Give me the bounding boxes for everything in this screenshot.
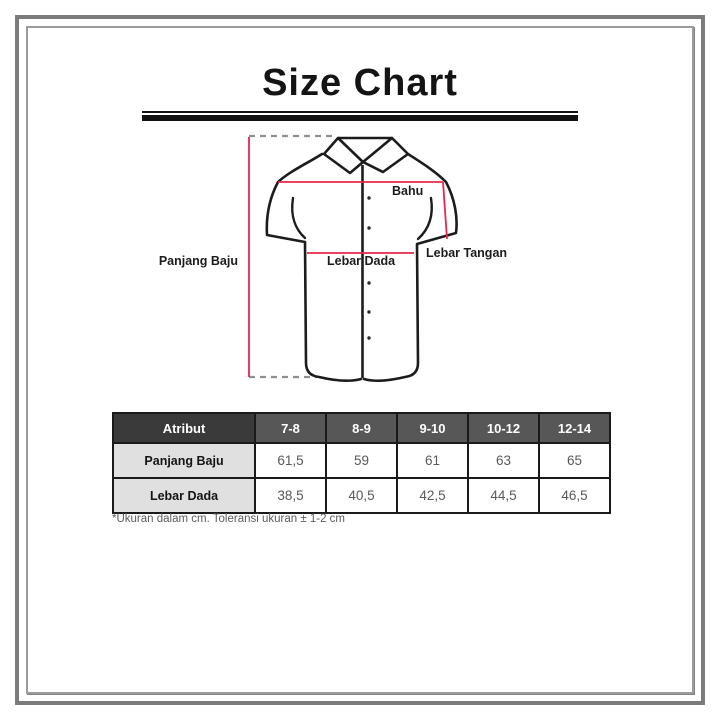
cell-value: 61,5	[254, 442, 327, 479]
label-bahu: Bahu	[392, 184, 424, 198]
inner-frame-border	[26, 26, 694, 694]
outer-frame-border	[15, 15, 705, 705]
label-panjang-baju: Panjang Baju	[158, 254, 238, 268]
cell-value: 61	[396, 442, 469, 479]
cell-value: 63	[467, 442, 540, 479]
shirt-diagram-drawing	[248, 134, 458, 383]
cell-value: 59	[325, 442, 398, 479]
size-table: Atribut 7-8 8-9 9-10 10-12 12-14 Panjang…	[112, 412, 611, 514]
label-lebar-dada: Lebar Dada	[327, 254, 396, 268]
table-row-lebar-dada: Lebar Dada 38,5 40,5 42,5 44,5 46,5	[112, 477, 611, 514]
page-title: Size Chart	[262, 62, 458, 104]
table-row-panjang-baju: Panjang Baju 61,5 59 61 63 65	[112, 442, 611, 479]
cell-value: 38,5	[254, 477, 327, 514]
column-header-size-4: 10-12	[467, 412, 540, 444]
cell-value: 40,5	[325, 477, 398, 514]
row-label-lebar-dada: Lebar Dada	[112, 477, 256, 514]
column-header-size-3: 9-10	[396, 412, 469, 444]
cell-value: 46,5	[538, 477, 611, 514]
cell-value: 42,5	[396, 477, 469, 514]
column-header-atribut: Atribut	[112, 412, 256, 444]
column-header-size-2: 8-9	[325, 412, 398, 444]
shirt-measurement-diagram	[140, 125, 580, 405]
row-label-panjang-baju: Panjang Baju	[112, 442, 256, 479]
title-divider	[142, 111, 578, 121]
cell-value: 44,5	[467, 477, 540, 514]
size-tolerance-footnote: *Ukuran dalam cm. Toleransi ukuran ± 1-2…	[112, 513, 345, 525]
size-table-header-row: Atribut 7-8 8-9 9-10 10-12 12-14	[112, 412, 611, 444]
cell-value: 65	[538, 442, 611, 479]
label-lebar-tangan: Lebar Tangan	[426, 246, 508, 260]
column-header-size-5: 12-14	[538, 412, 611, 444]
column-header-size-1: 7-8	[254, 412, 327, 444]
